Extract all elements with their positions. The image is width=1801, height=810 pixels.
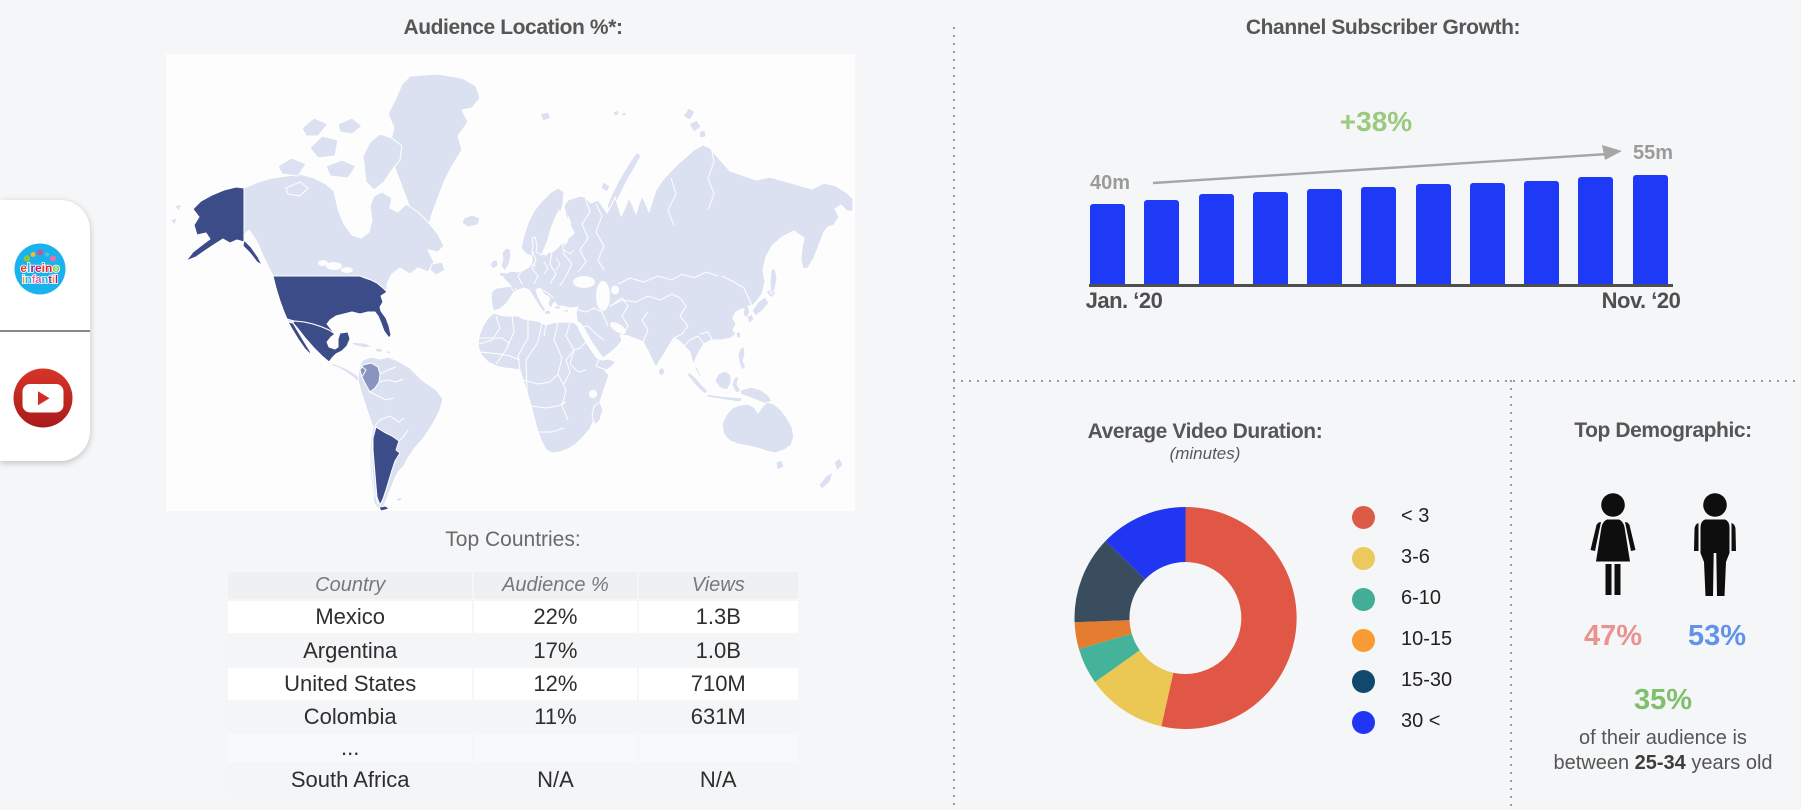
svg-text:elreino: elreino	[20, 261, 59, 275]
svg-text:infantil: infantil	[22, 274, 58, 286]
